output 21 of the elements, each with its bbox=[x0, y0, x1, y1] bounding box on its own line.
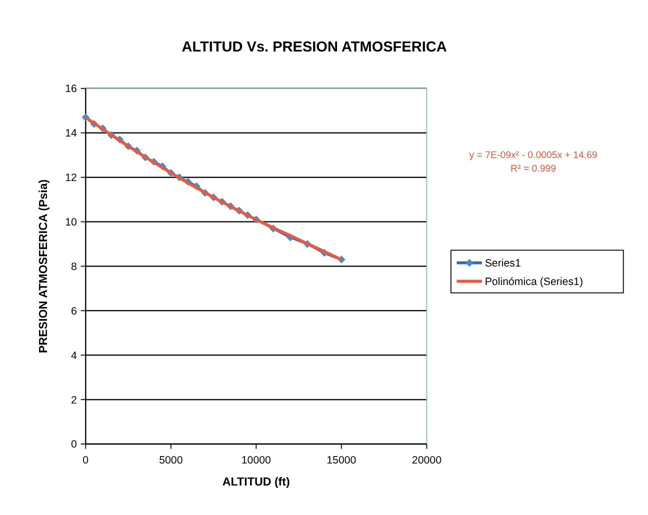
x-tick-label: 0 bbox=[82, 454, 89, 466]
y-tick-label: 10 bbox=[65, 216, 77, 228]
x-tick-label: 5000 bbox=[159, 454, 183, 466]
y-tick-label: 12 bbox=[65, 172, 77, 184]
chart-title: ALTITUD Vs. PRESION ATMOSFERICA bbox=[182, 40, 448, 56]
y-tick-label: 2 bbox=[71, 394, 77, 406]
x-tick-label: 15000 bbox=[326, 454, 356, 466]
y-tick-label: 16 bbox=[65, 83, 77, 96]
x-axis-title: ALTITUD (ft) bbox=[222, 476, 290, 489]
text: y = 7E-09x² - 0.0005x + 14.69 bbox=[469, 150, 598, 162]
legend-label: Polinómica (Series1) bbox=[484, 276, 584, 288]
y-tick-label: 4 bbox=[71, 350, 77, 362]
x-tick-label: 20000 bbox=[412, 454, 442, 466]
y-tick-label: 6 bbox=[71, 305, 77, 318]
x-tick-label: 10000 bbox=[241, 454, 272, 466]
y-tick-label: 14 bbox=[65, 128, 77, 140]
y-axis-title: PRESION ATMOSFERICA (Psia) bbox=[36, 179, 50, 354]
legend-label: Series1 bbox=[484, 258, 522, 270]
y-tick-label: 8 bbox=[71, 260, 77, 273]
text: R² = 0.999 bbox=[510, 164, 556, 175]
y-tick-label: 0 bbox=[71, 438, 77, 451]
